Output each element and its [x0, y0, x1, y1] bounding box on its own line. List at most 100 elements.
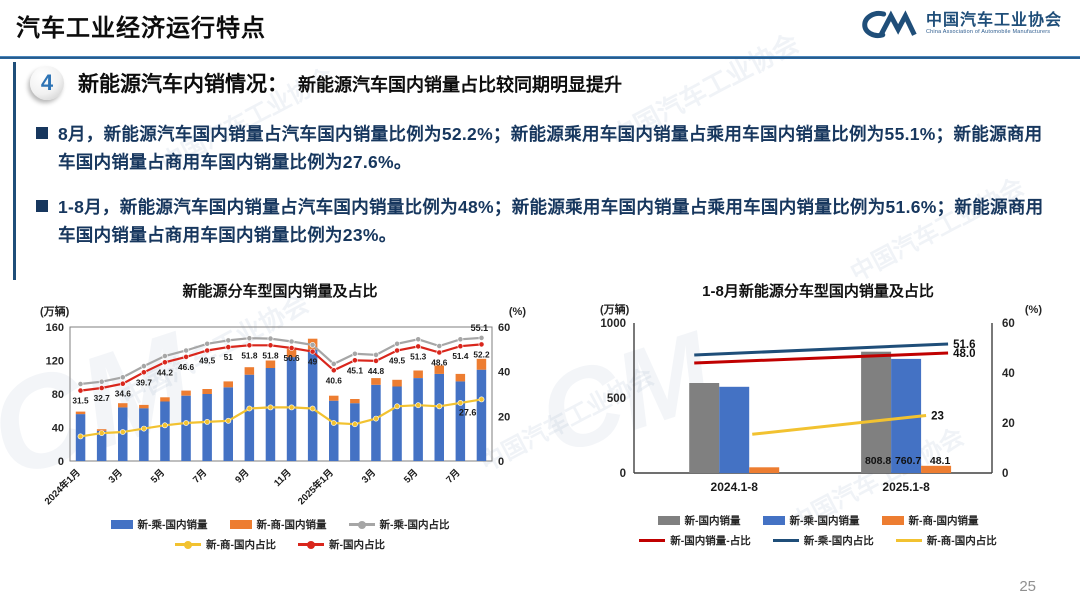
- svg-text:60: 60: [1002, 318, 1015, 330]
- svg-text:32.7: 32.7: [94, 393, 111, 403]
- bullet-item: 1-8月，新能源汽车国内销量占汽车国内销量比例为48%；新能源乘用车国内销量占乘…: [36, 193, 1050, 249]
- svg-text:45.1: 45.1: [347, 365, 364, 375]
- line-series: 48.0: [694, 348, 975, 365]
- legend-item: 新-商-国内占比: [175, 537, 276, 552]
- svg-text:0: 0: [1002, 468, 1008, 480]
- svg-text:49: 49: [308, 357, 318, 367]
- svg-text:5月: 5月: [402, 467, 420, 485]
- svg-text:34.6: 34.6: [115, 389, 132, 399]
- legend-item: 新-商-国内占比: [895, 533, 997, 548]
- svg-text:51.6: 51.6: [953, 339, 975, 351]
- legend-swatch-line: [895, 539, 922, 542]
- chart-monthly-svg: (万辆) (%) 0 40 80 120 160 0 20 40 60 55.1 27.6 31.5 32.…: [40, 304, 526, 508]
- svg-text:50.6: 50.6: [284, 353, 301, 363]
- legend-item: 新-商-国内销量: [229, 517, 327, 532]
- legend-label: 新-乘-国内占比: [803, 535, 874, 547]
- svg-text:44.8: 44.8: [368, 366, 385, 376]
- line-series: 51.6: [694, 339, 975, 357]
- legend-item: 新-国内占比: [298, 537, 385, 552]
- legend-item: 新-乘-国内销量: [110, 517, 208, 532]
- legend-item: 新-乘-国内占比: [348, 517, 450, 532]
- svg-text:11月: 11月: [272, 467, 294, 489]
- svg-text:51.3: 51.3: [410, 351, 427, 361]
- legend-item: 新-商-国内销量: [881, 513, 979, 528]
- svg-text:51: 51: [224, 352, 234, 362]
- chart-monthly-legend: 新-乘-国内销量 新-商-国内销量 新-乘-国内占比新-商-国内占比 新-国内占比: [20, 517, 540, 552]
- caam-logo-subtitle: China Association of Automobile Manufact…: [925, 29, 1051, 36]
- svg-text:40: 40: [498, 367, 510, 379]
- svg-text:0: 0: [620, 468, 626, 480]
- svg-text:(万辆): (万辆): [600, 302, 630, 316]
- svg-text:2025年1月: 2025年1月: [295, 467, 336, 508]
- svg-text:0: 0: [498, 456, 504, 468]
- legend-swatch-bar: [110, 520, 133, 529]
- svg-text:(万辆): (万辆): [40, 304, 70, 318]
- svg-text:48.0: 48.0: [953, 348, 975, 360]
- bars-stacked: [75, 338, 487, 461]
- chart-ytd-canvas: (万辆) (%) 0 500 1000 0 20 40 60 2024.1-8 808.8 760.7…: [572, 301, 1064, 511]
- svg-text:40: 40: [52, 423, 64, 435]
- svg-text:60: 60: [498, 322, 510, 334]
- legend-label: 新-国内销量: [684, 515, 741, 527]
- svg-text:3月: 3月: [107, 467, 125, 485]
- bullet-text: 1-8月，新能源汽车国内销量占汽车国内销量比例为48%；新能源乘用车国内销量占乘…: [58, 197, 1044, 245]
- legend-item: 新-乘-国内占比: [772, 533, 874, 548]
- svg-text:7月: 7月: [191, 467, 209, 485]
- legend-row: 新-国内销量 新-乘-国内销量 新-商-国内销量: [657, 513, 979, 528]
- bullet-square-icon: [36, 127, 48, 139]
- header-divider: [0, 56, 1080, 59]
- chart-ytd-figure: 1-8月新能源分车型国内销量及占比 (万辆) (%) 0 500 1000 0 20 40 60…: [572, 278, 1064, 552]
- charts-row: 新能源分车型国内销量及占比 (万辆) (%) 0 40 80 120 160 0 20 40 60 5…: [20, 278, 1064, 552]
- chart-ytd-title: 1-8月新能源分车型国内销量及占比: [702, 283, 934, 300]
- legend-row: 新-乘-国内销量 新-商-国内销量 新-乘-国内占比: [110, 517, 450, 532]
- legend-label: 新-国内销量-占比: [670, 535, 751, 547]
- chart-monthly-title: 新能源分车型国内销量及占比: [182, 283, 378, 300]
- legend-label: 新-商-国内占比: [926, 535, 997, 547]
- svg-text:20: 20: [498, 411, 510, 423]
- svg-text:5月: 5月: [149, 467, 167, 485]
- legend-label: 新-乘-国内销量: [789, 515, 860, 527]
- bar-group: 2024.1-8: [689, 383, 780, 494]
- line-series: 55.1: [77, 323, 489, 387]
- svg-text:2024年1月: 2024年1月: [42, 467, 83, 508]
- bullet-item: 8月，新能源汽车国内销量占汽车国内销量比例为52.2%；新能源乘用车国内销量占乘…: [36, 120, 1050, 176]
- line-series: 31.5 32.7 34.6 39.7 44.2 46.6 49.5 51 51.8 51.8 50…: [72, 341, 490, 406]
- bullet-list: 8月，新能源汽车国内销量占汽车国内销量比例为52.2%；新能源乘用车国内销量占乘…: [36, 120, 1050, 266]
- svg-text:51.8: 51.8: [262, 350, 279, 360]
- section-heading-sub: 新能源汽车国内销量占比较同期明显提升: [298, 75, 622, 95]
- section-heading: 新能源汽车内销情况： 新能源汽车国内销量占比较同期明显提升: [78, 68, 622, 98]
- legend-label: 新-国内占比: [329, 539, 385, 551]
- svg-text:27.6: 27.6: [459, 407, 477, 417]
- svg-text:120: 120: [46, 356, 64, 368]
- svg-text:760.7: 760.7: [895, 455, 921, 467]
- chart-monthly-canvas: (万辆) (%) 0 40 80 120 160 0 20 40 60 55.1 27.6 31.5 32.…: [20, 301, 540, 515]
- svg-text:20: 20: [1002, 418, 1015, 430]
- bullet-text: 8月，新能源汽车国内销量占汽车国内销量比例为52.2%；新能源乘用车国内销量占乘…: [58, 124, 1043, 172]
- svg-text:160: 160: [46, 322, 64, 334]
- svg-text:52.2: 52.2: [473, 349, 490, 359]
- legend-item: 新-乘-国内销量: [762, 513, 860, 528]
- svg-text:31.5: 31.5: [72, 396, 89, 406]
- legend-swatch-bar: [657, 516, 680, 525]
- svg-text:49.5: 49.5: [199, 356, 216, 366]
- svg-text:0: 0: [58, 456, 64, 468]
- legend-swatch-line-marker: [175, 540, 201, 549]
- legend-item: 新-国内销量-占比: [639, 533, 751, 548]
- svg-text:48.6: 48.6: [431, 358, 448, 368]
- chart-ytd-legend: 新-国内销量 新-乘-国内销量 新-商-国内销量 新-国内销量-占比 新-乘-国内占比新…: [572, 513, 1064, 548]
- svg-text:55.1: 55.1: [471, 323, 489, 333]
- bullet-square-icon: [36, 200, 48, 212]
- svg-text:808.8: 808.8: [865, 455, 891, 467]
- legend-row: 新-商-国内占比 新-国内占比: [175, 537, 385, 552]
- svg-text:500: 500: [607, 393, 626, 405]
- svg-text:(%): (%): [1025, 304, 1042, 316]
- legend-swatch-bar: [229, 520, 252, 529]
- svg-text:51.8: 51.8: [241, 350, 258, 360]
- svg-text:51.4: 51.4: [452, 351, 469, 361]
- svg-text:46.6: 46.6: [178, 362, 195, 372]
- legend-row: 新-国内销量-占比 新-乘-国内占比 新-商-国内占比: [639, 533, 997, 548]
- svg-text:7月: 7月: [444, 467, 462, 485]
- svg-text:44.2: 44.2: [157, 367, 174, 377]
- page-title: 汽车工业经济运行特点: [16, 15, 266, 42]
